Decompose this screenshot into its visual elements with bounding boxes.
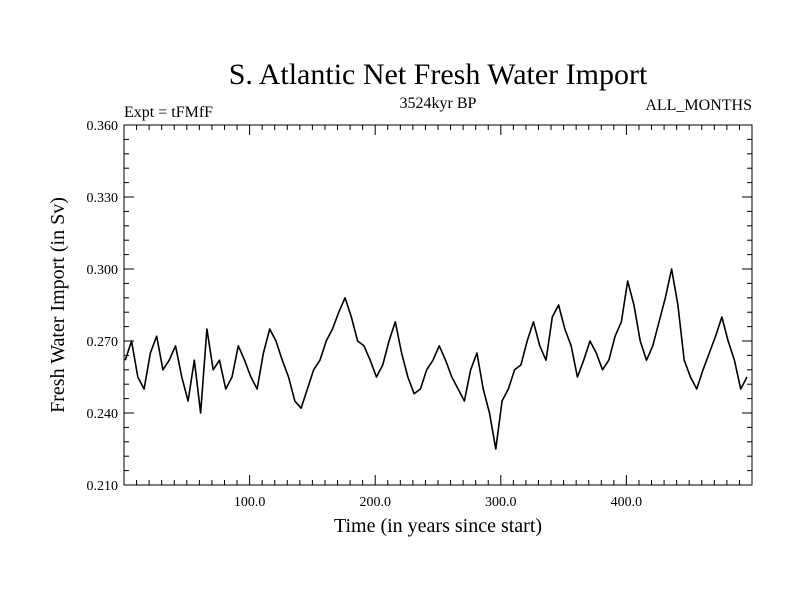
months-label: ALL_MONTHS [645, 97, 752, 114]
y-axis-label: Fresh Water Import (in Sv) [47, 197, 69, 413]
y-tick-label: 0.240 [87, 407, 119, 422]
experiment-label: Expt = tFMfF [124, 104, 213, 121]
y-tick-label: 0.360 [87, 119, 119, 134]
y-tick-label: 0.330 [87, 191, 119, 206]
y-tick-label: 0.210 [87, 479, 119, 494]
y-tick-label: 0.300 [87, 263, 119, 278]
plot-frame [123, 124, 753, 486]
x-axis-label: Time (in years since start) [334, 515, 542, 537]
x-axis-tick-labels: 100.0 200.0 300.0 400.0 [234, 495, 642, 510]
period-label: 3524kyr BP [400, 95, 477, 112]
x-tick-label: 400.0 [611, 495, 643, 510]
x-axis-ticks [136, 125, 740, 485]
chart-title: S. Atlantic Net Fresh Water Import [229, 58, 648, 91]
y-axis-ticks [124, 124, 752, 486]
series-line [124, 268, 748, 450]
x-tick-label: 200.0 [359, 495, 391, 510]
series-group [124, 268, 748, 450]
y-tick-label: 0.270 [87, 335, 119, 350]
x-tick-label: 300.0 [485, 495, 517, 510]
x-tick-label: 100.0 [234, 495, 266, 510]
y-axis-tick-labels: 0.210 0.240 0.270 0.300 0.330 0.360 [87, 119, 119, 494]
